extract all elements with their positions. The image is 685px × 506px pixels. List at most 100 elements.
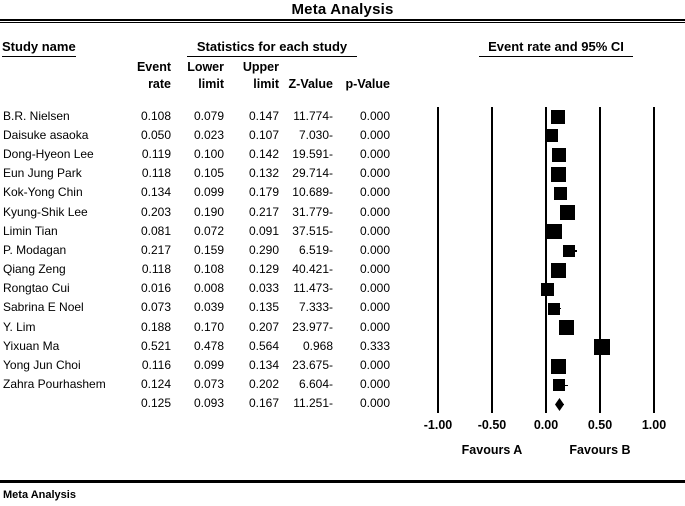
study-name-cell: Yixuan Ma [3,338,60,353]
table-row: Y. Lim 0.188 0.170 0.207 23.977- 0.000 [0,317,685,336]
z-value-cell: 6.604- [298,377,333,392]
lower-limit-cell: 0.100 [193,146,224,161]
axis-tick-label: 1.00 [641,418,667,432]
lower-limit-cell: 0.073 [193,377,224,392]
upper-limit-cell: 0.147 [248,108,279,123]
event-rate-cell: 0.217 [140,242,171,257]
lower-limit-cell: 0.159 [193,242,224,257]
upper-limit-cell: 0.132 [248,166,279,181]
p-value-cell: 0.000 [359,281,390,296]
study-name-cell: Qiang Zeng [3,262,66,277]
z-value-cell: 11.774- [293,108,333,123]
column-header-statistics-group: Statistics for each study [187,39,357,57]
table-row: Dong-Hyeon Lee 0.119 0.100 0.142 19.591-… [0,144,685,163]
lower-limit-cell: 0.039 [193,300,224,315]
upper-limit-cell: 0.033 [248,281,279,296]
p-value-cell: 0.000 [359,127,390,142]
z-value-cell: 11.473- [293,281,333,296]
table-row: Zahra Pourhashem 0.124 0.073 0.202 6.604… [0,375,685,394]
upper-limit-cell: 0.134 [248,358,279,373]
bottom-rule [0,480,685,483]
p-value-cell: 0.000 [359,300,390,315]
table-row: B.R. Nielsen 0.108 0.079 0.147 11.774- 0… [0,106,685,125]
study-name-cell: Yong Jun Choi [3,358,81,373]
event-rate-cell: 0.124 [140,377,171,392]
column-header-lower-line2: limit [198,77,224,91]
p-value-cell: 0.000 [359,146,390,161]
lower-limit-cell: 0.190 [193,204,224,219]
event-rate-cell: 0.116 [141,358,171,373]
event-rate-cell: 0.050 [140,127,171,142]
upper-limit-cell: 0.290 [248,242,279,257]
column-header-event-line2: rate [148,77,171,91]
event-rate-cell: 0.108 [140,108,171,123]
p-value-cell: 0.000 [359,242,390,257]
study-name-cell: Eun Jung Park [3,166,82,181]
table-row: P. Modagan 0.217 0.159 0.290 6.519- 0.00… [0,240,685,259]
column-header-upper-line1: Upper [242,60,279,74]
event-rate-cell: 0.073 [140,300,171,315]
table-row: Kyung-Shik Lee 0.203 0.190 0.217 31.779-… [0,202,685,221]
upper-limit-cell: 0.179 [248,185,279,200]
upper-limit-cell: 0.135 [248,300,279,315]
z-value-cell: 10.689- [292,185,333,200]
z-value-cell: 7.030- [298,127,333,142]
z-value-cell: 23.977- [292,319,333,334]
column-header-study-name: Study name [2,39,76,57]
top-rule [0,19,685,23]
z-value-cell: 11.251- [293,396,333,411]
axis-tick-label: 0.50 [587,418,613,432]
study-name-cell: Dong-Hyeon Lee [3,146,94,161]
p-value-cell: 0.000 [359,185,390,200]
table-row: Yixuan Ma 0.521 0.478 0.564 0.968 0.333 [0,336,685,355]
axis-tick-label: 0.00 [533,418,559,432]
study-name-cell: Kok-Yong Chin [3,185,83,200]
z-value-cell: 23.675- [292,358,333,373]
favours-b-label: Favours B [569,443,631,457]
event-rate-cell: 0.125 [140,396,171,411]
lower-limit-cell: 0.008 [193,281,224,296]
upper-limit-cell: 0.129 [248,262,279,277]
lower-limit-cell: 0.099 [193,185,224,200]
p-value-cell: 0.000 [359,262,390,277]
study-name-cell: Limin Tian [3,223,58,238]
event-rate-cell: 0.521 [140,338,171,353]
lower-limit-cell: 0.023 [193,127,224,142]
column-header-upper-line2: limit [253,77,279,91]
p-value-cell: 0.000 [359,204,390,219]
lower-limit-cell: 0.079 [193,108,224,123]
page-title: Meta Analysis [291,1,394,18]
study-name-cell: Sabrina E Noel [3,300,84,315]
upper-limit-cell: 0.202 [248,377,279,392]
p-value-cell: 0.000 [359,166,390,181]
lower-limit-cell: 0.478 [193,338,224,353]
study-name-cell: Daisuke asaoka [3,127,89,142]
table-row: 0.125 0.093 0.167 11.251- 0.000 [0,394,685,413]
lower-limit-cell: 0.099 [193,358,224,373]
p-value-cell: 0.000 [359,108,390,123]
table-row: Eun Jung Park 0.118 0.105 0.132 29.714- … [0,164,685,183]
table-row: Qiang Zeng 0.118 0.108 0.129 40.421- 0.0… [0,260,685,279]
table-row: Rongtao Cui 0.016 0.008 0.033 11.473- 0.… [0,279,685,298]
p-value-cell: 0.000 [359,377,390,392]
z-value-cell: 40.421- [292,262,333,277]
z-value-cell: 7.333- [298,300,333,315]
event-rate-cell: 0.119 [141,146,171,161]
z-value-cell: 31.779- [292,204,333,219]
column-header-lower-line1: Lower [187,60,224,74]
table-row: Limin Tian 0.081 0.072 0.091 37.515- 0.0… [0,221,685,240]
column-header-p-value: p-Value [345,77,390,91]
event-rate-cell: 0.118 [141,166,171,181]
upper-limit-cell: 0.142 [248,146,279,161]
upper-limit-cell: 0.207 [248,319,279,334]
z-value-cell: 37.515- [292,223,333,238]
study-name-cell: Y. Lim [3,319,36,334]
study-name-cell: Rongtao Cui [3,281,70,296]
z-value-cell: 0.968 [302,338,333,353]
table-row: Yong Jun Choi 0.116 0.099 0.134 23.675- … [0,355,685,374]
lower-limit-cell: 0.105 [193,166,224,181]
event-rate-cell: 0.203 [140,204,171,219]
study-name-cell: Kyung-Shik Lee [3,204,88,219]
column-header-z-value: Z-Value [288,77,333,91]
column-header-event-rate-ci: Event rate and 95% CI [479,39,633,57]
